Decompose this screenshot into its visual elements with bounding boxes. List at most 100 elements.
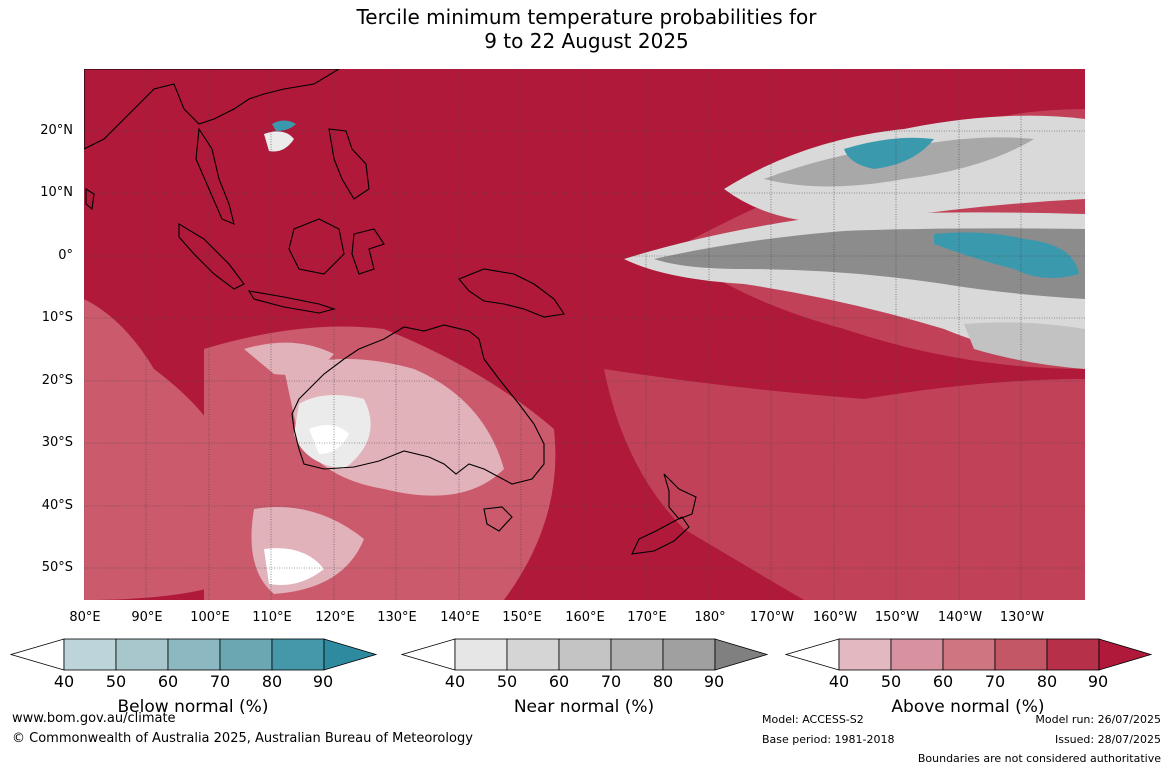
- colorbar-tick: 50: [496, 672, 518, 691]
- colorbar-above-normal: [785, 638, 1153, 671]
- footer-copyright: © Commonwealth of Australia 2025, Austra…: [12, 731, 473, 746]
- colorbar-tick: 60: [157, 672, 179, 691]
- footer-issued: Issued: 28/07/2025: [1054, 733, 1161, 746]
- borneo-coast: [288, 218, 345, 275]
- zone-above-southeast: [604, 369, 1085, 600]
- colorbar-over-triangle: [323, 638, 378, 671]
- lat-gridlines: [84, 130, 1085, 569]
- lon-label: 90°E: [131, 610, 163, 625]
- lon-label: 170°W: [749, 610, 795, 625]
- colorbar-under-triangle: [10, 638, 65, 671]
- colorbar-segment: [942, 638, 996, 671]
- colorbar-tick: 40: [828, 672, 850, 691]
- colorbar-segment: [890, 638, 944, 671]
- nz-north-island: [663, 473, 697, 520]
- colorbar-segment: [454, 638, 508, 671]
- zone-pacific-below-south: [934, 232, 1079, 278]
- colorbar-segment: [558, 638, 612, 671]
- coastlines: [84, 69, 697, 555]
- colorbar-segment: [219, 638, 273, 671]
- colorbar-under-triangle: [785, 638, 840, 671]
- malay-peninsula-coast: [195, 127, 235, 225]
- colorbar-near-normal: [401, 638, 769, 671]
- lat-label: 30°S: [41, 435, 73, 450]
- colorbar-tick: 60: [932, 672, 954, 691]
- colorbar-tick: 70: [984, 672, 1006, 691]
- colorbar-tick: 40: [444, 672, 466, 691]
- lon-label: 130°W: [999, 610, 1045, 625]
- lat-label: 0°: [58, 248, 73, 263]
- zone-south-white: [264, 548, 324, 585]
- colorbar-tick: 50: [105, 672, 127, 691]
- colorbar-tick: 50: [880, 672, 902, 691]
- colorbar-segment: [994, 638, 1048, 671]
- lon-label: 180°: [694, 610, 726, 625]
- lat-label: 20°N: [40, 123, 73, 138]
- colorbar-tick: 80: [261, 672, 283, 691]
- lat-label: 10°N: [40, 185, 73, 200]
- zone-vietnam-below: [272, 120, 296, 131]
- new-guinea-coast: [458, 268, 565, 318]
- colorbar-segments: [401, 638, 769, 671]
- sumatra-coast: [178, 223, 245, 290]
- tasmania-coast: [483, 506, 513, 532]
- lat-label: 40°S: [41, 498, 73, 513]
- zone-australia-white: [309, 425, 349, 454]
- colorbar-tick: 80: [652, 672, 674, 691]
- lon-label: 80°E: [69, 610, 101, 625]
- sulawesi-coast: [351, 228, 385, 275]
- colorbar-title-below: Below normal (%): [117, 697, 269, 717]
- colorbar-over-triangle: [714, 638, 769, 671]
- probability-map: [84, 69, 1085, 600]
- zone-nw-australia-light: [244, 342, 334, 375]
- colorbar-tick: 80: [1036, 672, 1058, 691]
- australia-coast: [291, 324, 545, 485]
- java-coast: [247, 290, 336, 314]
- philippines-coast: [328, 128, 370, 200]
- lon-label: 100°E: [190, 610, 230, 625]
- lon-label: 150°W: [874, 610, 920, 625]
- colorbar-segment: [167, 638, 221, 671]
- colorbar-under-triangle: [401, 638, 456, 671]
- colorbar-tick: 90: [703, 672, 725, 691]
- colorbar-segments: [785, 638, 1153, 671]
- colorbar-tick: 90: [312, 672, 334, 691]
- footer-disclaimer: Boundaries are not considered authoritat…: [917, 752, 1161, 765]
- lat-label: 50°S: [41, 560, 73, 575]
- lon-gridlines: [84, 69, 1022, 600]
- colorbar-title-above: Above normal (%): [891, 697, 1045, 717]
- lon-label: 140°W: [937, 610, 983, 625]
- asia-mainland-coast: [84, 69, 341, 150]
- lon-label: 110°E: [252, 610, 292, 625]
- lon-label: 130°E: [377, 610, 417, 625]
- colorbar-segment: [1046, 638, 1100, 671]
- colorbar-segment: [271, 638, 325, 671]
- lat-label: 10°S: [41, 310, 73, 325]
- colorbar-title-near: Near normal (%): [513, 697, 655, 717]
- colorbar-segment: [610, 638, 664, 671]
- map-title-line2: 9 to 22 August 2025: [484, 29, 689, 53]
- sri-lanka-coast: [85, 188, 95, 211]
- colorbar-segment: [662, 638, 716, 671]
- footer-url: www.bom.gov.au/climate: [12, 711, 176, 726]
- footer-model: Model: ACCESS-S2: [762, 713, 864, 726]
- map-title-line1: Tercile minimum temperature probabilitie…: [356, 5, 817, 29]
- zone-pacific-near-east: [964, 322, 1085, 369]
- colorbar-segment: [63, 638, 117, 671]
- colorbar-tick: 70: [209, 672, 231, 691]
- colorbar-segment: [506, 638, 560, 671]
- colorbar-below-normal: [10, 638, 378, 671]
- colorbar-segment: [838, 638, 892, 671]
- colorbar-tick: 70: [600, 672, 622, 691]
- zone-pacific-below-north: [844, 137, 934, 169]
- lat-label: 20°S: [41, 373, 73, 388]
- colorbar-tick: 90: [1087, 672, 1109, 691]
- footer-base-period: Base period: 1981-2018: [762, 733, 895, 746]
- lon-label: 160°E: [565, 610, 605, 625]
- colorbar-tick: 40: [53, 672, 75, 691]
- footer-model-run: Model run: 26/07/2025: [1035, 713, 1161, 726]
- lon-label: 140°E: [440, 610, 480, 625]
- zone-vietnam-near: [264, 131, 294, 152]
- lon-label: 170°E: [627, 610, 667, 625]
- lon-label: 160°W: [812, 610, 858, 625]
